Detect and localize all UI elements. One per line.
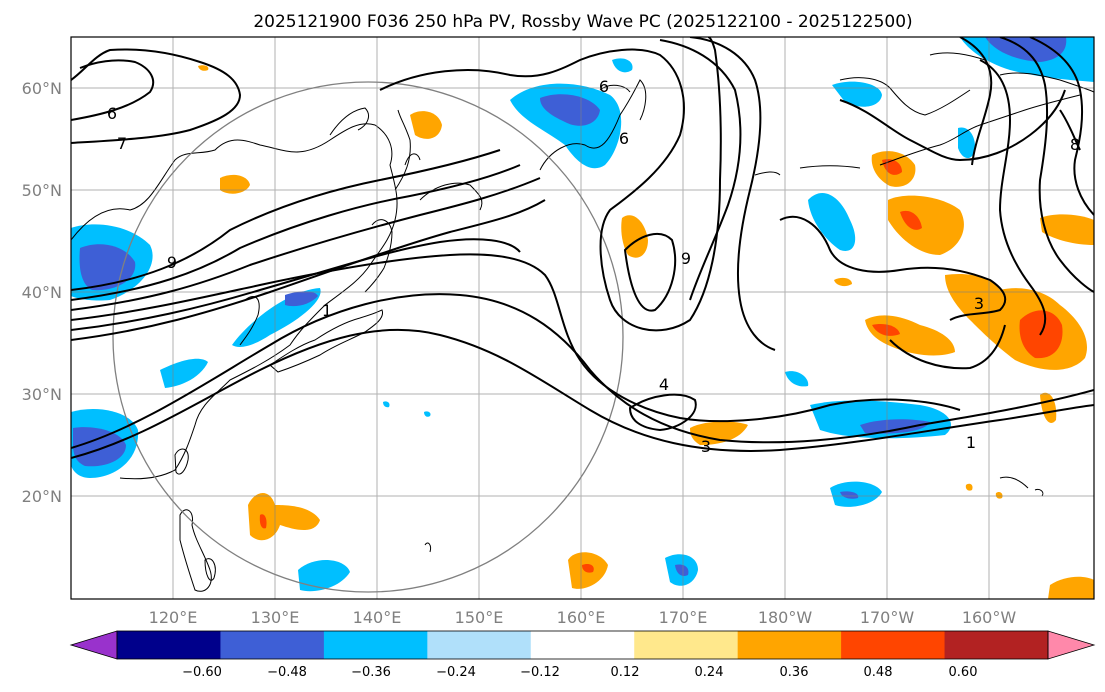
colorbar-segment: [323, 631, 428, 659]
latitude-labels: 60°N 50°N 40°N 30°N 20°N: [22, 79, 62, 506]
colorbar-tick-label: −0.24: [436, 665, 476, 680]
map-title: 2025121900 F036 250 hPa PV, Rossby Wave …: [253, 12, 912, 32]
contour-label: 9: [167, 253, 177, 272]
colorbar-segment: [737, 631, 842, 659]
colorbar-tick-label: 0.24: [695, 665, 724, 680]
contour-label: 6: [107, 104, 117, 123]
lon-label: 160°E: [557, 608, 606, 627]
contour-label: 7: [117, 134, 127, 153]
colorbar: [69, 630, 1096, 660]
lat-label: 50°N: [22, 181, 62, 200]
lat-label: 40°N: [22, 283, 62, 302]
contour-label: 4: [659, 375, 669, 394]
contour-label: 9: [681, 249, 691, 268]
colorbar-tick-label: 0.48: [864, 665, 893, 680]
reference-circle: [112, 81, 624, 593]
contour-label: 1: [966, 433, 976, 452]
coastlines: [71, 52, 1094, 592]
lon-label: 140°E: [353, 608, 402, 627]
contour-label: 3: [701, 437, 711, 456]
map-frame: [70, 36, 1095, 600]
colorbar-segment: [944, 631, 1049, 659]
lon-label: 160°W: [962, 608, 1017, 627]
colorbar-segment: [841, 631, 946, 659]
colorbar-segment: [530, 631, 635, 659]
lon-label: 150°E: [455, 608, 504, 627]
gridlines: [71, 37, 1094, 599]
pv-contours: [71, 37, 1094, 459]
colorbar-segment: [220, 631, 325, 659]
lat-label: 60°N: [22, 79, 62, 98]
lat-label: 20°N: [22, 487, 62, 506]
lon-label: 180°W: [758, 608, 813, 627]
colorbar-tick-label: 0.36: [780, 665, 809, 680]
contour-label: 8: [1070, 135, 1080, 154]
lon-label: 130°E: [251, 608, 300, 627]
map-panel: 6 7 1 4 3 1 6 9 3 8 6 9: [71, 37, 1094, 599]
colorbar-segment: [634, 631, 739, 659]
negative-anomaly-shading: [71, 37, 1094, 592]
colorbar-tick-labels: −0.60 −0.48 −0.36 −0.24 −0.12 0.12 0.24 …: [182, 665, 977, 680]
contour-label: 3: [974, 294, 984, 313]
colorbar-tick-label: 0.12: [611, 665, 640, 680]
contour-label: 1: [322, 301, 332, 320]
colorbar-tick-label: −0.12: [520, 665, 560, 680]
longitude-labels: 120°E 130°E 140°E 150°E 160°E 170°E 180°…: [149, 608, 1017, 627]
lat-label: 30°N: [22, 385, 62, 404]
contour-label: 6: [599, 77, 609, 96]
colorbar-tick-label: −0.60: [182, 665, 222, 680]
colorbar-tick-label: −0.48: [267, 665, 307, 680]
colorbar-segment: [427, 631, 532, 659]
colorbar-extend-high: [1047, 630, 1096, 660]
colorbar-frame: [116, 630, 1049, 660]
lon-label: 120°E: [149, 608, 198, 627]
colorbar-tick-label: −0.36: [351, 665, 391, 680]
contour-labels: 6 7 1 4 3 1 6 9 3 8 6 9: [107, 77, 1080, 456]
colorbar-extend-low: [69, 630, 118, 660]
colorbar-segment: [117, 631, 221, 659]
positive-anomaly-shading: [198, 65, 1094, 599]
colorbar-tick-label: 0.60: [949, 665, 978, 680]
lon-label: 170°W: [860, 608, 915, 627]
lon-label: 170°E: [659, 608, 708, 627]
contour-label: 6: [619, 129, 629, 148]
